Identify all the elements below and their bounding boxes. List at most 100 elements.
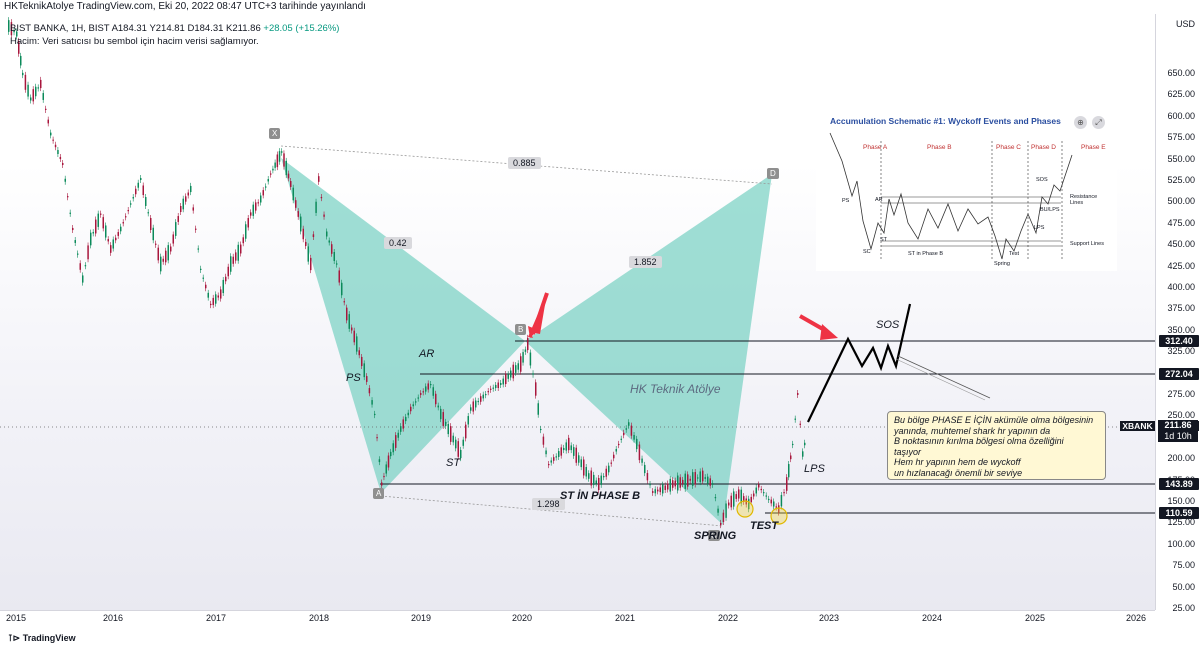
candle-body xyxy=(305,241,307,247)
candle-body xyxy=(407,412,409,416)
current-symbol-box[interactable]: XBANK xyxy=(1120,421,1155,431)
sch-st-b: ST in Phase B xyxy=(908,251,944,257)
candle-body xyxy=(252,204,254,216)
point-a-tag[interactable]: A xyxy=(373,488,385,499)
candle-body xyxy=(712,483,714,485)
price-tick: 425.00 xyxy=(1167,260,1195,271)
time-axis[interactable]: 2015 2016 2017 2018 2019 2020 2021 2022 2023 2024… xyxy=(0,610,1155,627)
candle-body xyxy=(728,502,730,506)
callout-note[interactable]: Bu bölge PHASE E İÇİN akümüle olma bölge… xyxy=(887,411,1106,480)
candle-body xyxy=(387,455,390,468)
price-axis-currency: USD xyxy=(1175,19,1195,29)
candle-body xyxy=(709,478,711,486)
candle-body xyxy=(376,437,378,439)
candle-body xyxy=(16,31,18,37)
candle-body xyxy=(162,258,164,262)
candle-body xyxy=(105,225,107,238)
candle-body xyxy=(328,240,330,243)
candle-body xyxy=(735,494,737,499)
time-tick: 2020 xyxy=(512,613,533,623)
candle-body xyxy=(90,232,92,246)
candle-body xyxy=(773,501,775,507)
level-label[interactable]: 312.40 xyxy=(1159,335,1199,347)
candle-body xyxy=(281,151,283,153)
level-label[interactable]: 272.04 xyxy=(1159,368,1199,380)
price-tick: 500.00 xyxy=(1167,196,1195,207)
candle-body xyxy=(165,250,167,263)
candle-body xyxy=(420,393,422,395)
ratio-xab: 0.42 xyxy=(384,237,412,249)
candle-body xyxy=(512,364,514,379)
candle-body xyxy=(405,416,407,422)
ratio-bcd: 1.852 xyxy=(629,256,662,268)
candle-body xyxy=(385,464,387,474)
chart-pane[interactable]: X A B C D 0.885 0.42 1.852 1.298 PS AR S… xyxy=(0,14,1155,610)
sch-st: ST xyxy=(880,237,888,243)
candle-body xyxy=(278,151,281,162)
candle-body xyxy=(472,401,474,412)
pattern-xab-fill xyxy=(281,158,525,493)
candle-body xyxy=(287,173,290,179)
price-tick: 100.00 xyxy=(1167,538,1195,549)
candle-body xyxy=(529,352,532,366)
candle-body xyxy=(664,485,666,490)
time-tick: 2017 xyxy=(206,613,227,623)
candle-body xyxy=(260,195,262,203)
candle-body xyxy=(652,491,654,493)
price-tick: 525.00 xyxy=(1167,175,1195,185)
open-value: A184.31 xyxy=(111,23,147,34)
candle-body xyxy=(758,484,760,488)
candle-body xyxy=(307,246,309,262)
candle-body xyxy=(135,188,137,195)
point-x-tag[interactable]: X xyxy=(269,128,281,139)
ratio-ac: 1.298 xyxy=(532,498,565,510)
zoom-icon[interactable]: ⊕ xyxy=(1074,116,1087,129)
candle-body xyxy=(170,246,172,252)
point-c-tag[interactable]: C xyxy=(708,530,720,541)
candle-body xyxy=(628,422,630,426)
candle-body xyxy=(560,447,562,456)
candle-body xyxy=(410,406,412,412)
candle-body xyxy=(225,276,227,282)
candle-body xyxy=(425,386,427,392)
point-d-tag[interactable]: D xyxy=(767,168,779,179)
candle-body xyxy=(527,337,529,351)
candle-body xyxy=(167,245,169,261)
candle-body xyxy=(684,473,686,489)
candle-body xyxy=(222,279,224,294)
candle-body xyxy=(192,207,194,211)
candle-body xyxy=(402,419,404,429)
candle-body xyxy=(262,190,264,196)
level-label[interactable]: 110.59 xyxy=(1159,507,1199,519)
price-tick: 25.00 xyxy=(1172,603,1195,613)
candle-body xyxy=(127,210,129,212)
candle-body xyxy=(115,237,117,241)
current-price-box[interactable]: 211.86 1d 10h xyxy=(1158,420,1198,442)
tradingview-logo[interactable]: ⊺⊳ TradingView xyxy=(8,633,76,644)
candle-body xyxy=(242,237,244,244)
candle-body xyxy=(232,256,234,264)
candle-body xyxy=(462,439,464,446)
candle-body xyxy=(157,247,159,261)
expand-icon[interactable]: ⤢ xyxy=(1092,116,1105,129)
candle-body xyxy=(177,216,179,222)
candle-body xyxy=(662,484,664,494)
candle-body xyxy=(240,244,242,254)
price-axis[interactable]: USD 650.00 625.00 600.00 575.00 550.00 525.00… xyxy=(1155,14,1200,613)
symbol-name[interactable]: BIST BANKA, 1H, BIST xyxy=(10,23,110,34)
candle-body xyxy=(537,403,539,415)
candle-body xyxy=(550,460,552,463)
candle-body xyxy=(585,467,587,477)
candle-body xyxy=(644,464,646,474)
sch-sc: SC xyxy=(863,249,871,255)
candle-body xyxy=(595,480,597,484)
phase-e-label: Phase E xyxy=(1081,144,1106,151)
callout-pointer xyxy=(897,355,991,399)
point-b-tag[interactable]: B xyxy=(515,324,527,335)
level-label[interactable]: 143.89 xyxy=(1159,478,1199,490)
candle-body xyxy=(87,245,89,260)
price-tick: 275.00 xyxy=(1167,389,1195,399)
candle-body xyxy=(130,203,132,205)
candle-body xyxy=(82,275,84,283)
candle-body xyxy=(490,388,492,390)
